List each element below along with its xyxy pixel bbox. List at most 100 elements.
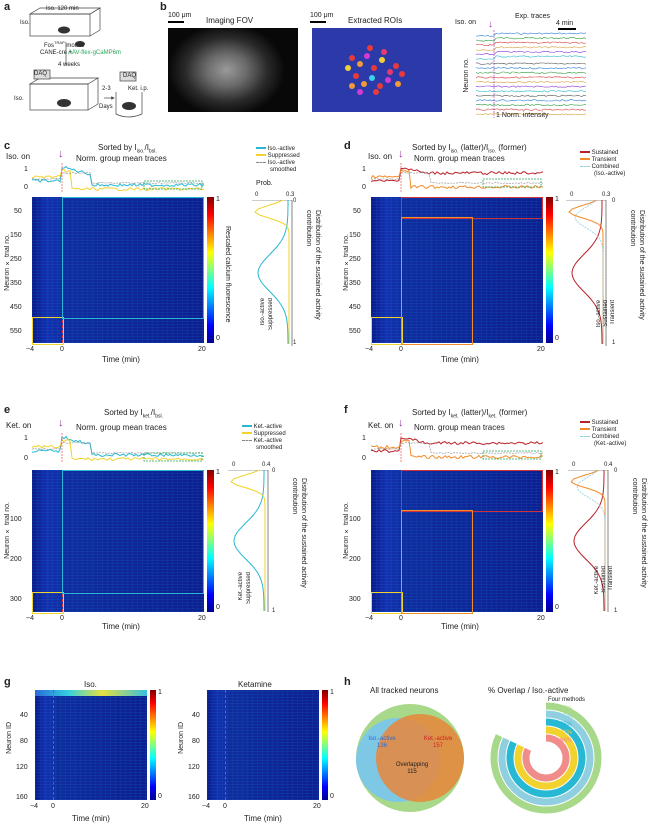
b-fov-title: Imaging FOV bbox=[206, 16, 254, 25]
dist-curve-a bbox=[257, 200, 289, 344]
h-pct-0: 69% bbox=[560, 706, 573, 712]
f-trace-ytick-0: 0 bbox=[362, 455, 366, 462]
f-colorbar bbox=[546, 470, 553, 612]
b-trace-line bbox=[476, 99, 586, 102]
e-xtick-0: 0 bbox=[60, 615, 64, 622]
b-trace-line bbox=[476, 50, 586, 56]
d-ytick-150: 150 bbox=[349, 232, 361, 239]
f-norm-traces: Norm. group mean traces bbox=[414, 423, 505, 432]
c-ytick-550: 550 bbox=[10, 328, 22, 335]
f-heatmap bbox=[371, 470, 543, 614]
g-left-cbar-1: 1 bbox=[158, 689, 162, 696]
b-trace-line bbox=[476, 62, 586, 65]
f-dist-leg-1: Sustained bbox=[601, 566, 607, 593]
b-trace-line bbox=[476, 103, 586, 107]
c-colorbar bbox=[207, 197, 214, 343]
e-on-label: Ket. on bbox=[6, 421, 32, 430]
g-right-title: Ketamine bbox=[238, 680, 272, 689]
sustain-window-box bbox=[143, 180, 203, 190]
panel-d-label: d bbox=[344, 140, 351, 152]
f-box-transient bbox=[401, 510, 473, 614]
sustain-window-box bbox=[143, 452, 203, 462]
a-fos: FosTRAP mouse bbox=[44, 40, 85, 49]
a-daq2: DAQ bbox=[123, 73, 137, 79]
a-ket-ip: Ket. i.p. bbox=[128, 86, 149, 92]
g-right-cbar-1: 1 bbox=[330, 689, 334, 696]
g-left-ytick-80: 80 bbox=[20, 738, 28, 745]
dist-curve-b bbox=[230, 470, 266, 611]
mean-trace-a bbox=[32, 435, 204, 458]
e-norm-traces: Norm. group mean traces bbox=[76, 423, 167, 432]
d-ytick-550: 550 bbox=[349, 328, 361, 335]
d-box-sustained bbox=[401, 197, 543, 219]
e-y-axis: Neuron × trial no. bbox=[4, 502, 11, 559]
h-pct-4: 86% bbox=[560, 738, 573, 744]
overlap-ring bbox=[490, 702, 602, 814]
b-trace-line bbox=[476, 36, 586, 42]
e-dist-label: Distribution of the sustained activity c… bbox=[291, 478, 307, 588]
d-cbar-0: 0 bbox=[555, 335, 559, 342]
f-dist-leg-0: Ket.-active bbox=[594, 566, 600, 595]
f-legend: Sustained Transient Combined (Ket.-activ… bbox=[580, 420, 626, 448]
e-xtick-20: 20 bbox=[198, 615, 206, 622]
c-title: Sorted by Iiso./Ibsl. bbox=[98, 143, 157, 155]
e-dist-1: 1 bbox=[272, 608, 276, 614]
mean-trace-b bbox=[32, 439, 204, 462]
d-dist-leg-2: Transient bbox=[610, 300, 616, 325]
b-trace-line bbox=[476, 113, 586, 116]
d-xtick-20: 20 bbox=[537, 346, 545, 353]
a-cane: CANE-cre + bbox=[40, 50, 73, 56]
c-prob-0: 0 bbox=[255, 192, 259, 198]
h-right-title: % Overlap / Iso.-active bbox=[488, 686, 569, 695]
h-pct-1: 85% bbox=[560, 714, 573, 720]
sustain-window-box bbox=[482, 178, 542, 188]
c-heatmap bbox=[32, 197, 204, 345]
e-dist-leg-0: Ket.-active bbox=[238, 572, 244, 601]
panel-c-label: c bbox=[4, 140, 11, 152]
g-left-ytick-40: 40 bbox=[20, 712, 28, 719]
d-on-label: Iso. on bbox=[368, 152, 393, 161]
f-box-supp bbox=[371, 592, 403, 614]
f-dist-0: 0 bbox=[614, 468, 618, 474]
d-prob-max: 0.3 bbox=[602, 192, 611, 198]
e-title: Sorted by Iket./Ibsl. bbox=[104, 408, 163, 420]
h-iso-active: Iso.-active bbox=[368, 736, 396, 742]
a-aav: AAV-flex-gCaMP6m bbox=[68, 50, 121, 56]
c-dist-1: 1 bbox=[293, 340, 297, 346]
e-dist bbox=[228, 470, 269, 612]
b-traces bbox=[476, 30, 586, 118]
d-ytick-50: 50 bbox=[353, 208, 361, 215]
overlap-ring bbox=[514, 726, 578, 790]
c-xtick-20: 20 bbox=[198, 346, 206, 353]
f-y-axis: Neuron × trial no. bbox=[343, 502, 350, 559]
g-right-xtick-20: 20 bbox=[313, 803, 321, 810]
f-ytick-100: 100 bbox=[349, 516, 361, 523]
c-prob: Prob. bbox=[256, 180, 273, 187]
f-box-sustained bbox=[401, 470, 543, 512]
b-fov-image bbox=[168, 28, 298, 112]
g-right-heatmap bbox=[207, 690, 319, 800]
f-dist-1: 1 bbox=[614, 608, 618, 614]
c-box-supp bbox=[32, 317, 64, 345]
d-x-axis: Time (min) bbox=[441, 355, 479, 364]
b-trace-line bbox=[476, 41, 586, 46]
b-trace-line bbox=[476, 94, 586, 97]
b-trace-line bbox=[476, 46, 586, 51]
e-ytick-100: 100 bbox=[10, 516, 22, 523]
b-norm-int: 1 Norm. intensity bbox=[496, 112, 549, 119]
panel-a-schematic bbox=[28, 7, 143, 118]
e-ytick-300: 300 bbox=[10, 596, 22, 603]
c-trace-ytick-1: 1 bbox=[24, 166, 28, 173]
f-trace-ytick-1: 1 bbox=[362, 435, 366, 442]
dist-curve-a bbox=[571, 200, 603, 344]
b-neuron-no: Neuron no. bbox=[463, 58, 470, 93]
b-rois-dots bbox=[345, 45, 405, 95]
b-scalebar1 bbox=[168, 21, 184, 23]
c-xtick-0: 0 bbox=[60, 346, 64, 353]
d-title: Sorted by Iiso. (latter)/Iiso. (former) bbox=[412, 143, 527, 155]
d-cbar-1: 1 bbox=[555, 196, 559, 203]
dist-curve-a bbox=[573, 470, 605, 611]
e-mean-traces bbox=[32, 433, 204, 463]
e-box-active bbox=[62, 470, 204, 594]
f-dist-leg-2: Transient bbox=[608, 566, 614, 591]
